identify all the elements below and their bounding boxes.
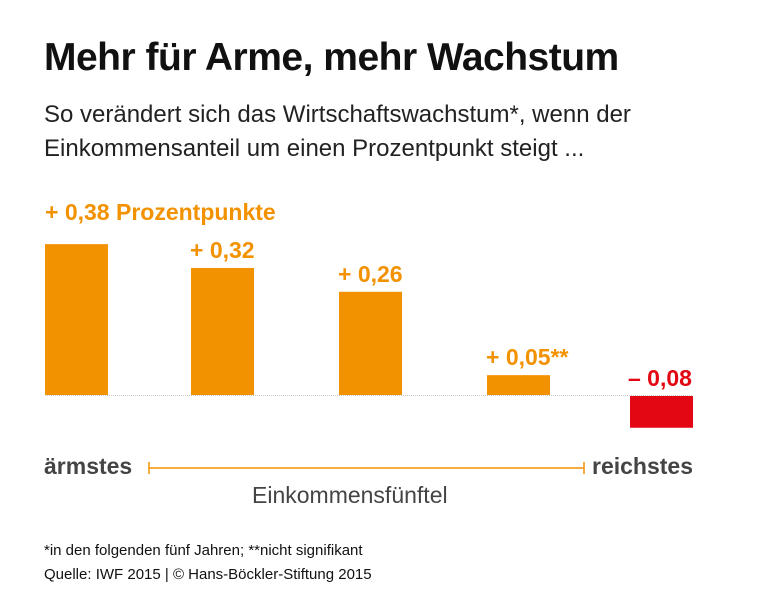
bar bbox=[487, 375, 550, 395]
data-label: + 0,05** bbox=[486, 344, 569, 370]
data-label: + 0,26 bbox=[338, 261, 403, 287]
source: Quelle: IWF 2015 | © Hans-Böckler-Stiftu… bbox=[44, 566, 372, 583]
data-label: + 0,32 bbox=[190, 237, 255, 263]
bar bbox=[339, 291, 402, 395]
chart-subtitle: So verändert sich das Wirtschaftswachstu… bbox=[44, 101, 631, 162]
data-label: + 0,38 Prozentpunkte bbox=[45, 199, 276, 225]
bar bbox=[630, 396, 693, 428]
bar bbox=[45, 244, 108, 395]
x-axis-label: Einkommensfünftel bbox=[252, 482, 448, 508]
data-label: – 0,08 bbox=[628, 365, 692, 391]
footnote: *in den folgenden fünf Jahren; **nicht s… bbox=[44, 542, 363, 559]
bar bbox=[191, 267, 254, 395]
x-left-label: ärmstes bbox=[44, 453, 133, 479]
chart-title: Mehr für Arme, mehr Wachstum bbox=[44, 36, 619, 79]
x-right-label: reichstes bbox=[592, 453, 694, 479]
